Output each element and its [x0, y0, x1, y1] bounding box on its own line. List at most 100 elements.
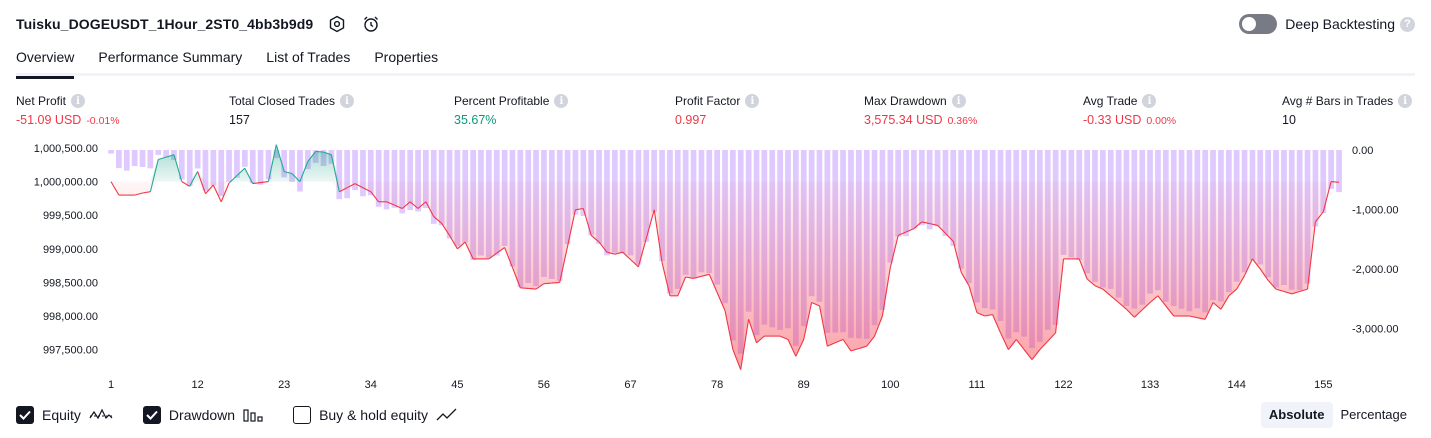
equity-line-segment — [330, 154, 340, 192]
equity-line-segment — [441, 222, 450, 236]
loss-area — [111, 181, 1339, 370]
stat-value: -0.33 USD — [1083, 113, 1142, 127]
equity-line-segment — [346, 183, 356, 189]
buy-hold-toggle[interactable]: Buy & hold equity — [293, 406, 458, 424]
equity-line-segment — [968, 285, 978, 313]
equity-line-segment — [1039, 340, 1049, 350]
x-axis-tick-label: 155 — [1314, 379, 1332, 391]
equity-line-segment — [960, 272, 970, 286]
equity-line-segment — [488, 252, 498, 260]
drawdown-bar — [123, 150, 130, 171]
x-axis-tick-label: 34 — [365, 379, 377, 391]
drawdown-bar — [265, 150, 272, 180]
info-icon[interactable]: i — [745, 94, 760, 108]
info-icon[interactable]: i — [1142, 94, 1157, 108]
info-icon[interactable]: i — [340, 94, 355, 108]
equity-line-segment — [504, 247, 514, 268]
settings-icon[interactable] — [327, 14, 347, 34]
drawdown-label: Drawdown — [168, 407, 236, 423]
equity-line-segment — [244, 167, 254, 184]
absolute-button[interactable]: Absolute — [1260, 402, 1333, 428]
equity-line-segment — [386, 201, 395, 206]
info-icon[interactable]: i — [71, 94, 86, 108]
equity-line-segment — [661, 262, 671, 296]
drawdown-bar — [344, 150, 350, 199]
tab-overview[interactable]: Overview — [16, 46, 75, 79]
drawdown-bar — [281, 150, 287, 178]
equity-line-segment — [1267, 280, 1277, 290]
checkbox-unchecked-icon[interactable] — [293, 406, 312, 424]
equity-line-segment — [212, 184, 222, 203]
stat-label: Net Profit — [16, 94, 67, 108]
equity-line-segment — [189, 171, 199, 187]
equity-line-segment — [1306, 221, 1316, 290]
equity-line-segment — [457, 241, 466, 250]
drawdown-bar — [1320, 150, 1327, 214]
tab-properties[interactable]: Properties — [374, 49, 439, 65]
equity-line-segment — [1197, 317, 1206, 320]
equity-line-segment — [1331, 181, 1340, 183]
stat-total-closed-trades: Total Closed Trades i 157 — [229, 93, 355, 127]
left-axis-tick-label: 997,500.00 — [43, 345, 98, 357]
drawdown-bar — [651, 150, 657, 212]
stat-label: Avg # Bars in Trades — [1282, 94, 1394, 108]
equity-line-segment — [614, 251, 623, 255]
drawdown-bar — [186, 150, 193, 187]
equity-line-segment — [693, 275, 702, 279]
equity-line-segment — [401, 201, 411, 209]
equity-chart[interactable]: 1,000,500.00 1,000,000.00 999,500.00 999,00… — [0, 140, 1431, 395]
equity-line-segment — [1220, 295, 1230, 310]
percentage-button[interactable]: Percentage — [1340, 407, 1408, 422]
equity-line-segment — [1189, 315, 1198, 319]
equity-line-segment — [803, 302, 813, 340]
equity-line-segment — [842, 339, 852, 352]
tab-list-of-trades[interactable]: List of Trades — [266, 49, 351, 65]
equity-line-segment — [740, 319, 750, 370]
equity-line-segment — [685, 276, 694, 279]
right-axis-tick-label: 0.00 — [1352, 145, 1373, 157]
drawdown-bar — [234, 150, 240, 178]
info-icon[interactable]: i — [1398, 94, 1413, 108]
info-icon[interactable]: i — [554, 94, 569, 108]
alert-icon[interactable] — [361, 14, 381, 34]
checkbox-checked-icon[interactable] — [142, 406, 161, 424]
x-axis-tick-label: 45 — [451, 379, 463, 391]
equity-toggle[interactable]: Equity — [16, 406, 113, 424]
equity-line-segment — [1259, 268, 1269, 281]
drawdown-bar — [226, 150, 232, 182]
drawdown-bar — [1336, 150, 1342, 193]
equity-line-segment — [921, 221, 930, 225]
equity-line-segment — [575, 207, 584, 211]
chart-legend-controls: Equity Drawdown Buy & hold equity Absolu… — [16, 402, 1415, 428]
equity-line-segment — [1055, 258, 1065, 333]
right-axis: 0.00 -1,000.00 -2,000.00 -3,000.00 — [1352, 145, 1398, 336]
equity-line-segment — [1126, 308, 1135, 318]
deep-backtesting-toggle[interactable] — [1239, 14, 1278, 34]
equity-line-segment — [1133, 309, 1143, 318]
equity-line-segment — [1015, 339, 1025, 350]
help-icon[interactable]: ? — [1400, 16, 1415, 32]
equity-line-segment — [496, 247, 505, 254]
drawdown-bar — [210, 150, 217, 186]
x-axis-tick-label: 111 — [969, 379, 986, 391]
x-axis-tick-label: 89 — [798, 379, 810, 391]
equity-line-segment — [1047, 332, 1057, 342]
equity-line-segment — [897, 231, 907, 236]
x-axis-tick-label: 144 — [1228, 379, 1246, 391]
drawdown-toggle[interactable]: Drawdown — [142, 406, 263, 424]
tab-performance-summary[interactable]: Performance Summary — [98, 49, 243, 65]
equity-line-segment — [165, 154, 175, 158]
equity-line-segment — [1094, 285, 1104, 290]
equity-line-segment — [299, 161, 309, 182]
equity-line-segment — [637, 238, 647, 268]
checkbox-checked-icon[interactable] — [16, 406, 34, 424]
drawdown-bars-icon — [243, 408, 263, 422]
equity-line-segment — [362, 187, 372, 193]
equity-line-segment — [811, 301, 820, 307]
equity-line-segment — [929, 223, 938, 226]
equity-line-segment — [945, 232, 954, 242]
info-icon[interactable]: i — [951, 94, 966, 108]
equity-line-segment — [866, 335, 876, 347]
drawdown-bar — [360, 150, 366, 197]
drawdown-bar — [218, 150, 225, 196]
